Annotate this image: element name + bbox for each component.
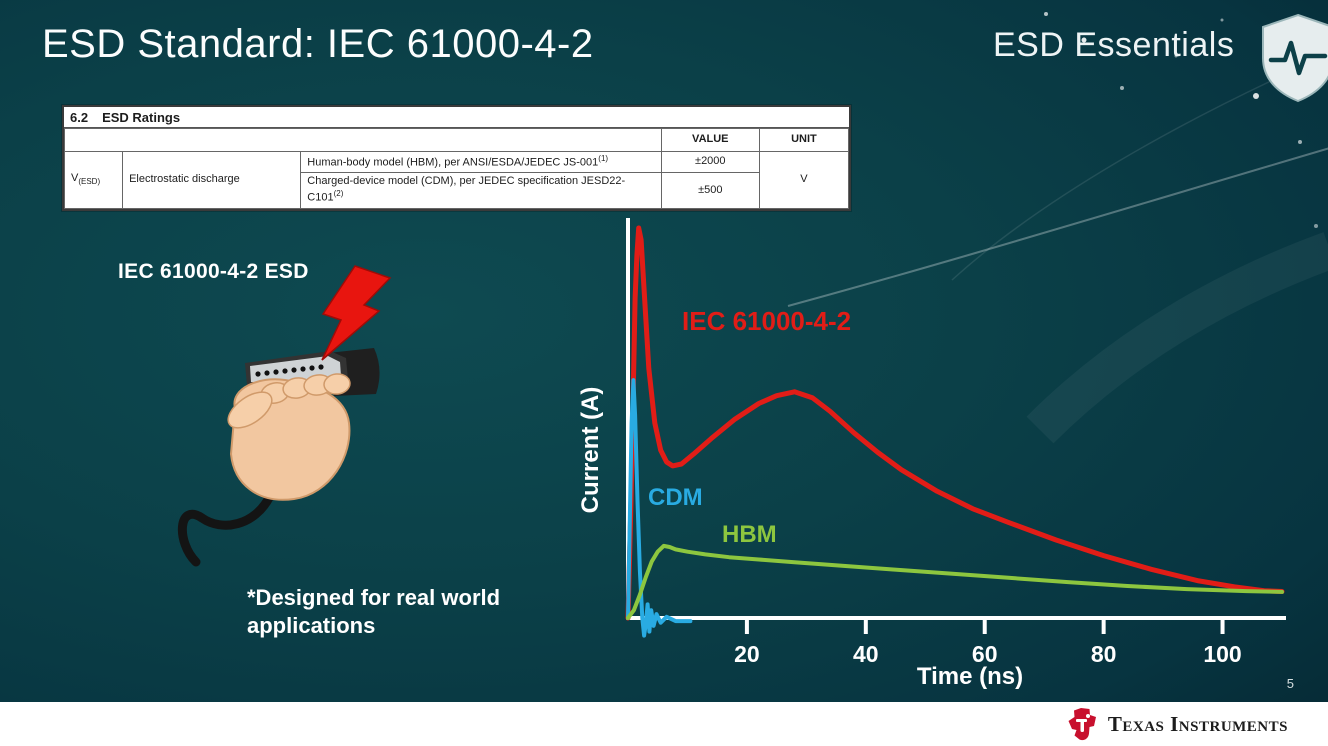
ti-brand-text: Texas Instruments xyxy=(1107,711,1288,736)
x-tick-label: 20 xyxy=(734,641,760,667)
cdm-desc-cell: Charged-device model (CDM), per JEDEC sp… xyxy=(300,172,662,209)
x-tick-label: 100 xyxy=(1203,641,1241,667)
header-unit: UNIT xyxy=(758,128,850,152)
series-label-hbm: HBM xyxy=(722,521,777,548)
table-caption: 6.2 ESD Ratings xyxy=(64,107,849,128)
series-label-cdm: CDM xyxy=(648,484,703,511)
table-caption-text: ESD Ratings xyxy=(102,110,181,125)
x-tick-label: 40 xyxy=(853,641,879,667)
esd-waveform-chart: 20 40 60 80 100 IEC 61000-4-2 CDM HBM Curren… xyxy=(570,210,1310,690)
lightning-bolt-icon xyxy=(321,265,392,361)
y-axis-label: Current (A) xyxy=(577,387,604,514)
x-tick-label: 80 xyxy=(1091,641,1117,667)
esd-ratings-table: 6.2 ESD Ratings VALUE UNIT V(ESD) Electro… xyxy=(62,105,851,211)
hbm-value-cell: ±2000 xyxy=(660,150,760,174)
x-axis-ticks: 20 40 60 80 100 xyxy=(734,616,1242,667)
shield-pulse-icon xyxy=(1262,13,1328,103)
hand-fingers xyxy=(227,373,351,429)
table-caption-number: 6.2 xyxy=(70,110,89,125)
hbm-desc-cell: Human-body model (HBM), per ANSI/ESDA/JE… xyxy=(300,150,662,174)
series-iec-61000-4-2 xyxy=(625,225,1285,621)
series-cdm xyxy=(626,378,693,638)
x-tick-label: 60 xyxy=(972,641,998,667)
unit-cell: V xyxy=(758,151,850,209)
header-empty-cell xyxy=(64,128,662,152)
page-title: ESD Standard: IEC 61000-4-2 xyxy=(42,22,594,66)
cable-line xyxy=(178,491,275,567)
parameter-cell: Electrostatic discharge xyxy=(122,151,302,209)
ti-logo: Texas Instruments xyxy=(1066,706,1288,742)
hand-holding-connector-illustration xyxy=(178,265,392,567)
x-axis-label: Time (ns) xyxy=(917,663,1023,690)
table-row: Charged-device model (CDM), per JEDEC sp… xyxy=(65,172,849,209)
cdm-value-cell: ±500 xyxy=(660,172,760,209)
series-hbm xyxy=(626,543,1284,620)
footer-bar: Texas Instruments xyxy=(0,702,1328,746)
table-header-row: VALUE UNIT xyxy=(64,128,850,152)
series-label-iec: IEC 61000-4-2 xyxy=(682,306,851,336)
header-value: VALUE xyxy=(660,128,760,152)
symbol-cell: V(ESD) xyxy=(63,151,124,209)
chart-axes xyxy=(626,218,1286,620)
chart-series xyxy=(625,225,1285,638)
series-title: ESD Essentials xyxy=(993,26,1235,64)
page-number: 5 xyxy=(1286,676,1294,691)
footnote: *Designed for real world applications xyxy=(247,585,501,638)
illustration-label: IEC 61000-4-2 ESD xyxy=(118,260,309,283)
ti-logo-icon xyxy=(1068,708,1096,741)
connector-pins xyxy=(255,364,324,377)
table-row: V(ESD) Electrostatic discharge Human-bod… xyxy=(63,150,850,209)
